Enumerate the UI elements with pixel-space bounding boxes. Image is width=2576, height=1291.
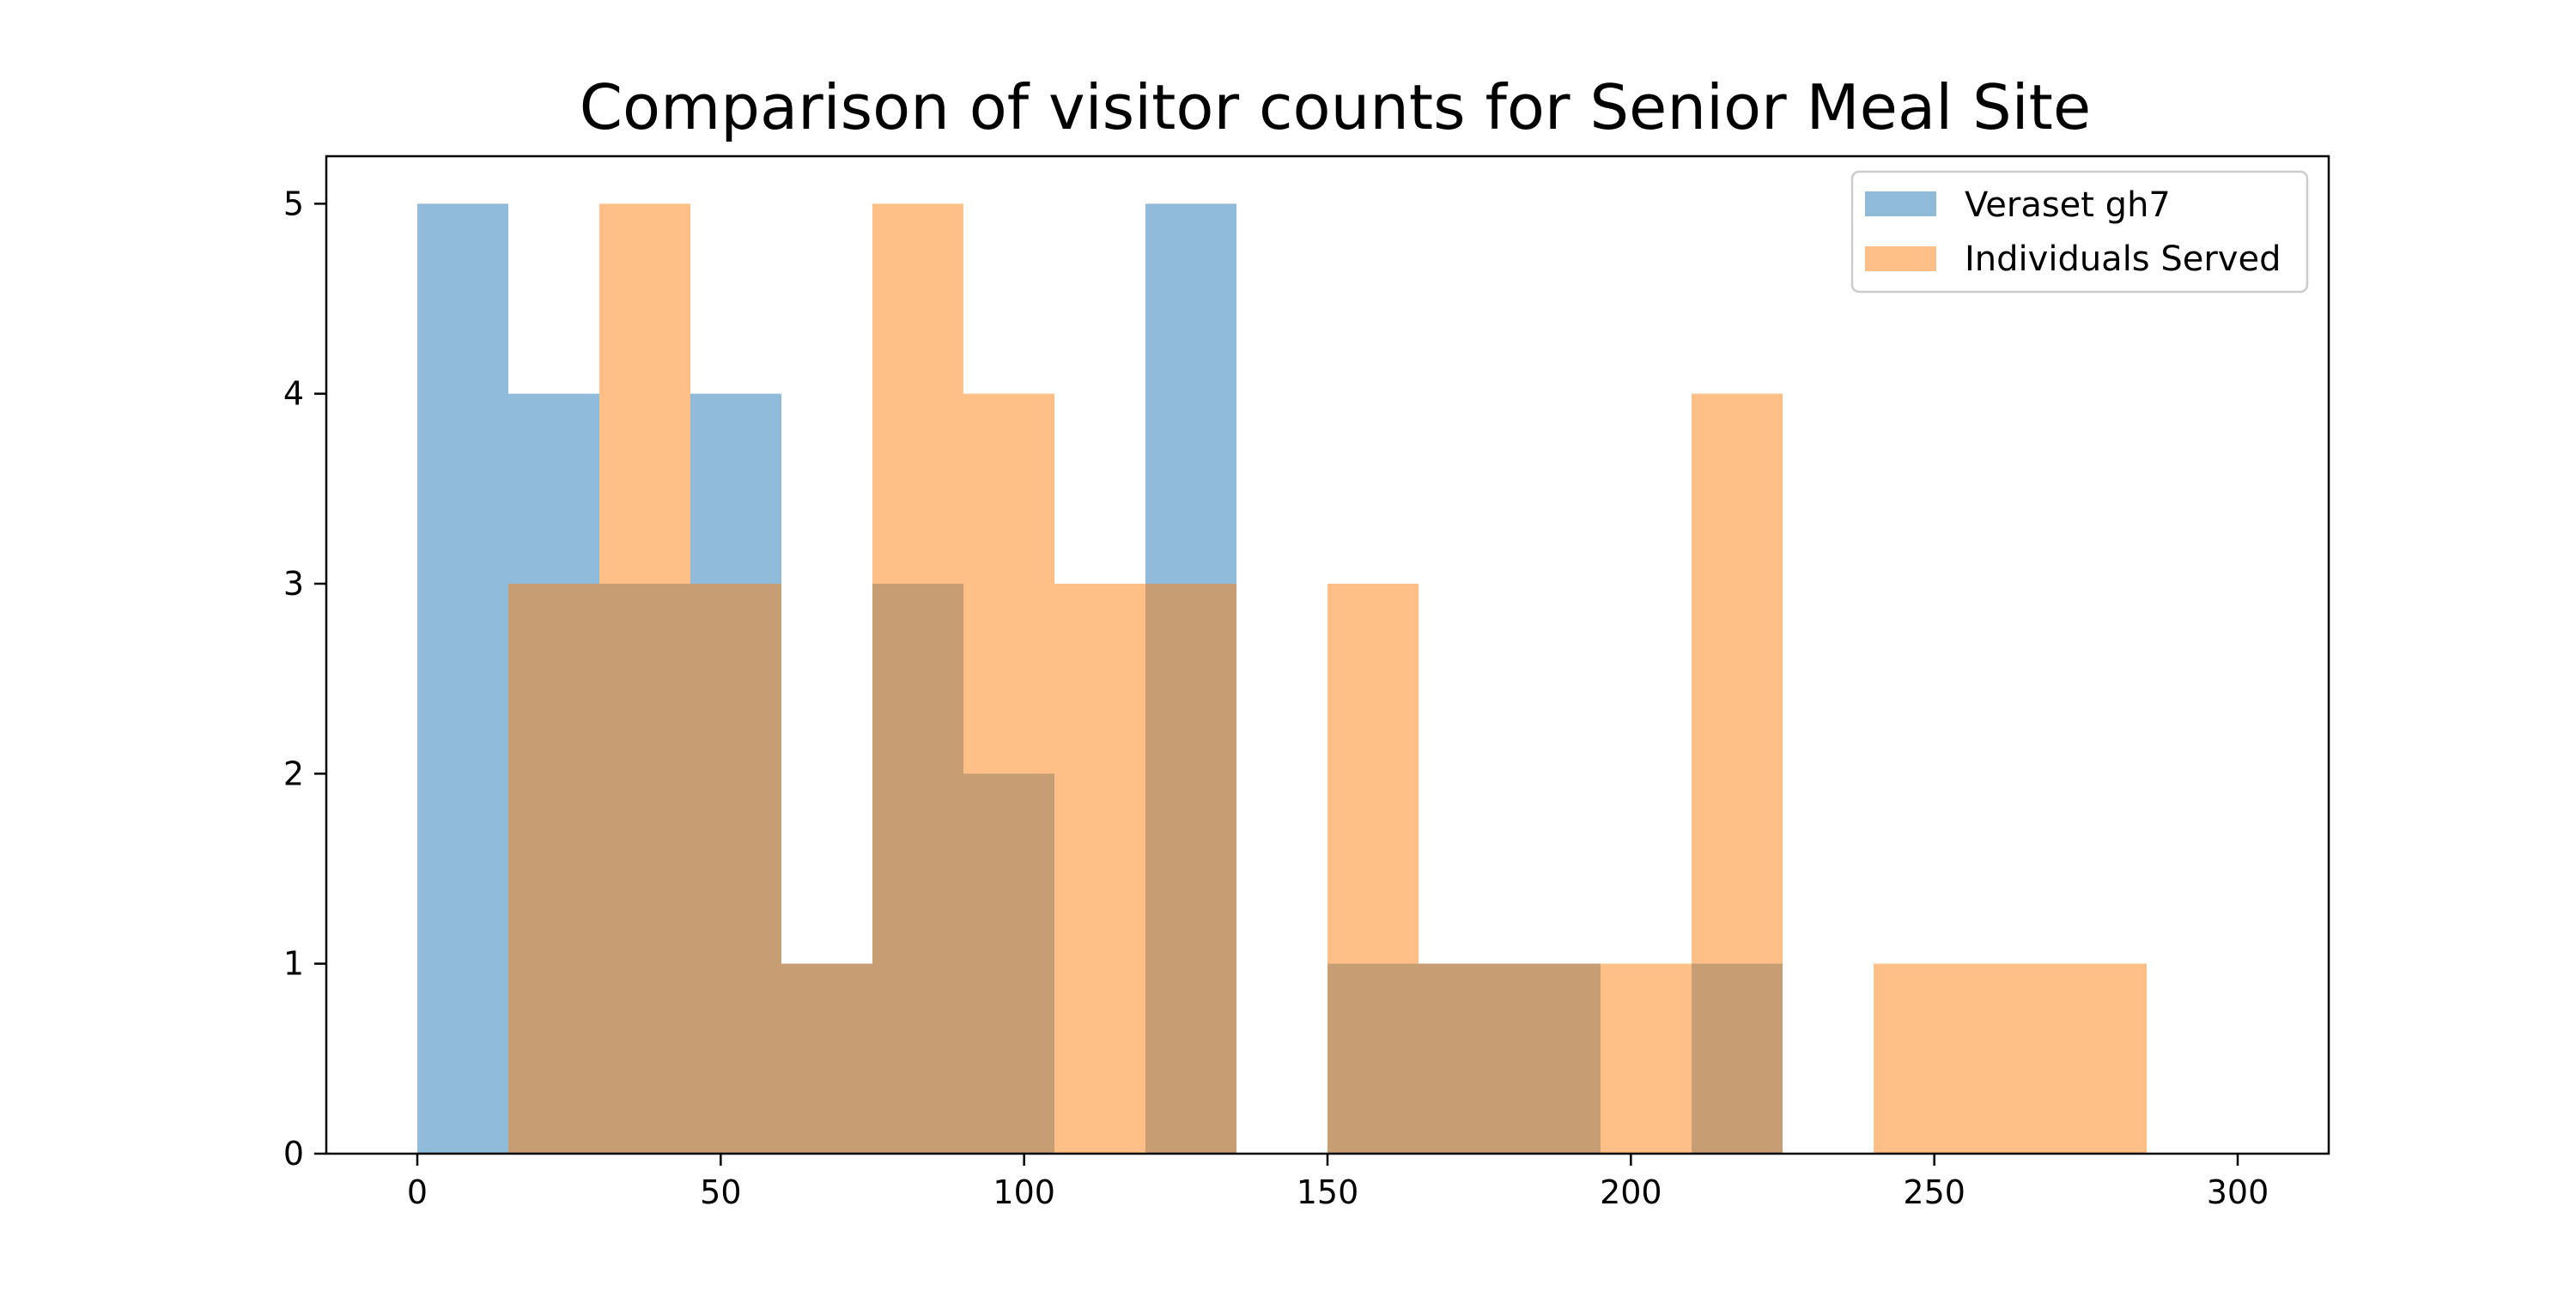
bar-series-1-bin-3 <box>690 584 781 1154</box>
legend: Veraset gh7 Individuals Served <box>1852 172 2307 292</box>
legend-label-individuals: Individuals Served <box>1965 239 2281 279</box>
bar-series-1-bin-1 <box>508 584 599 1154</box>
y-tick-label: 5 <box>283 185 304 222</box>
y-tick-label: 1 <box>283 945 304 983</box>
x-axis: 0 50 100 150 200 250 300 <box>407 1154 2269 1211</box>
y-tick-label: 2 <box>283 755 304 792</box>
bar-series-1-bin-4 <box>781 964 872 1154</box>
bar-series-1-bin-17 <box>1965 964 2056 1154</box>
bar-series-1-bin-7 <box>1054 584 1145 1154</box>
x-tick-label: 250 <box>1903 1173 1965 1211</box>
bar-series-1-bin-8 <box>1145 584 1236 1154</box>
x-tick-label: 0 <box>407 1173 428 1211</box>
x-tick-label: 50 <box>700 1173 741 1211</box>
bar-series-1-bin-2 <box>599 203 690 1154</box>
y-tick-label: 3 <box>283 565 304 603</box>
bar-series-1-bin-16 <box>1874 964 1965 1154</box>
legend-swatch-individuals <box>1865 246 1936 271</box>
x-tick-label: 300 <box>2207 1173 2269 1211</box>
chart-title: Comparison of visitor counts for Senior … <box>580 71 2091 143</box>
x-tick-label: 100 <box>993 1173 1055 1211</box>
legend-label-veraset: Veraset gh7 <box>1965 185 2171 225</box>
bar-series-1-bin-11 <box>1419 964 1510 1154</box>
bar-series-1-bin-13 <box>1601 964 1692 1154</box>
bar-series-0-bin-0 <box>417 203 508 1154</box>
y-tick-label: 4 <box>283 375 304 413</box>
bar-series-1-bin-10 <box>1327 584 1419 1154</box>
bar-series-1-bin-6 <box>963 394 1054 1154</box>
legend-swatch-veraset <box>1865 191 1936 216</box>
bars-layer <box>417 203 2147 1154</box>
bar-series-1-bin-12 <box>1510 964 1601 1154</box>
bar-series-1-bin-5 <box>872 203 963 1154</box>
y-tick-label: 0 <box>283 1135 304 1173</box>
y-axis: 0 1 2 3 4 5 <box>283 185 326 1173</box>
x-tick-label: 200 <box>1600 1173 1662 1211</box>
bar-series-1-bin-18 <box>2056 964 2147 1154</box>
bar-series-1-bin-14 <box>1692 394 1783 1154</box>
x-tick-label: 150 <box>1297 1173 1359 1211</box>
